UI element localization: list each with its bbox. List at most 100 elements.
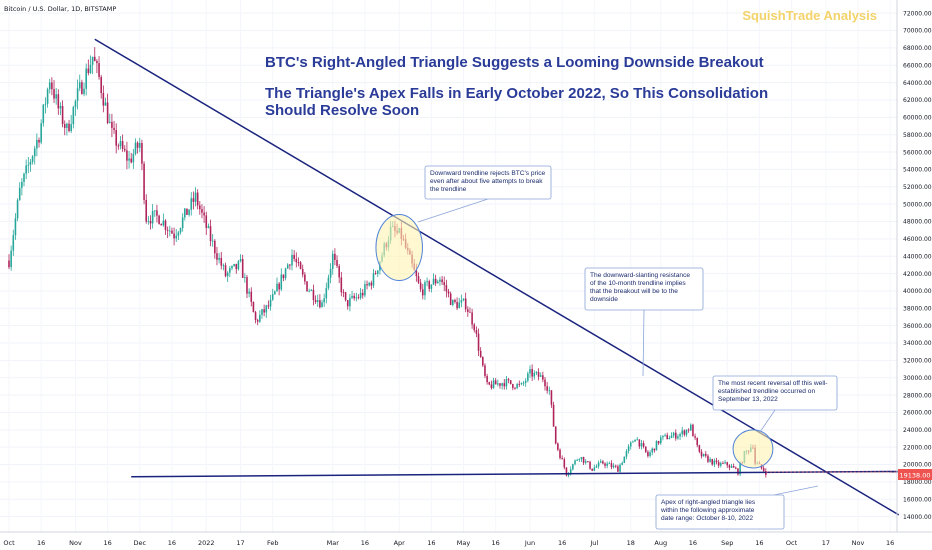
candle: [578, 458, 581, 462]
candle: [254, 310, 257, 324]
x-tick-label: 16: [755, 539, 763, 547]
candle: [529, 365, 531, 378]
candle: [722, 461, 724, 464]
x-tick-label: Aug: [654, 539, 667, 547]
candle: [531, 364, 533, 381]
candle: [574, 459, 576, 466]
candle: [715, 457, 718, 465]
candle: [196, 189, 199, 210]
candle: [25, 159, 27, 180]
candle: [192, 191, 195, 210]
candle: [428, 279, 431, 292]
candle: [554, 426, 557, 445]
candle: [153, 210, 156, 217]
y-tick-label: 28000.00: [903, 392, 932, 399]
candle: [595, 464, 598, 468]
candle: [130, 152, 133, 164]
candle: [372, 268, 375, 289]
candle: [576, 458, 578, 462]
candle: [687, 428, 690, 433]
callout-text-line: the trendline: [430, 186, 467, 193]
candle: [136, 141, 139, 154]
candle: [614, 464, 617, 469]
candle: [591, 468, 593, 472]
candle: [711, 458, 714, 466]
candle: [430, 284, 433, 293]
candle: [216, 246, 218, 266]
candle: [659, 435, 662, 445]
candle: [158, 214, 160, 225]
candle: [93, 47, 96, 62]
x-tick-label: 16: [37, 539, 45, 547]
candle: [297, 257, 300, 267]
candle: [299, 261, 302, 270]
chart-title-line1: BTC's Right-Angled Triangle Suggests a L…: [265, 54, 764, 71]
candle: [278, 281, 280, 296]
candle: [432, 273, 435, 286]
candle: [647, 450, 649, 458]
candle: [674, 429, 677, 441]
candle: [340, 271, 343, 297]
callout-text-line: established trendline occurred on: [718, 388, 815, 395]
candle: [263, 304, 265, 317]
candle: [78, 74, 81, 92]
candle: [619, 463, 621, 473]
candle: [599, 459, 602, 464]
candle: [291, 249, 293, 271]
candle: [726, 461, 729, 468]
candle: [36, 133, 38, 157]
candle: [572, 463, 574, 471]
candle: [100, 74, 102, 99]
candle: [730, 463, 733, 468]
candle: [361, 289, 364, 299]
candle: [248, 288, 250, 298]
candle: [267, 300, 270, 309]
candle: [559, 448, 561, 460]
candle: [220, 251, 223, 270]
candle: [679, 432, 681, 440]
candle: [696, 437, 699, 448]
candle: [458, 297, 461, 309]
candle: [735, 466, 737, 470]
candle: [441, 276, 443, 285]
candle: [584, 459, 587, 465]
candle: [366, 280, 368, 290]
candle: [642, 440, 645, 449]
x-tick-label: Sep: [721, 539, 733, 547]
candle: [59, 102, 62, 116]
y-tick-label: 36000.00: [903, 323, 932, 330]
candle: [666, 432, 669, 440]
candle: [717, 459, 720, 468]
candle: [115, 123, 117, 154]
candle: [81, 79, 83, 95]
candle: [677, 434, 679, 440]
candle: [325, 282, 328, 304]
y-tick-label: 44000.00: [903, 253, 932, 260]
candle: [319, 294, 321, 309]
candle: [419, 279, 422, 293]
x-tick-label: 16: [168, 539, 176, 547]
candle: [668, 435, 671, 440]
candle: [72, 105, 75, 129]
candle: [681, 426, 684, 438]
candle: [497, 379, 499, 387]
candle: [132, 148, 135, 169]
candle: [649, 450, 651, 458]
candle: [625, 449, 628, 460]
candle: [186, 208, 188, 215]
candle: [644, 446, 647, 454]
candle: [203, 206, 205, 223]
x-tick-label: 17: [236, 539, 244, 547]
candle: [106, 93, 109, 125]
y-tick-label: 26000.00: [903, 410, 932, 417]
x-tick-label: 17: [822, 539, 830, 547]
candle: [55, 88, 57, 105]
candle: [544, 377, 546, 391]
candle: [672, 431, 675, 438]
highlight-ellipse: [375, 214, 423, 282]
y-tick-label: 70000.00: [903, 28, 932, 35]
x-tick-label: 16: [886, 539, 894, 547]
candle: [175, 229, 178, 242]
